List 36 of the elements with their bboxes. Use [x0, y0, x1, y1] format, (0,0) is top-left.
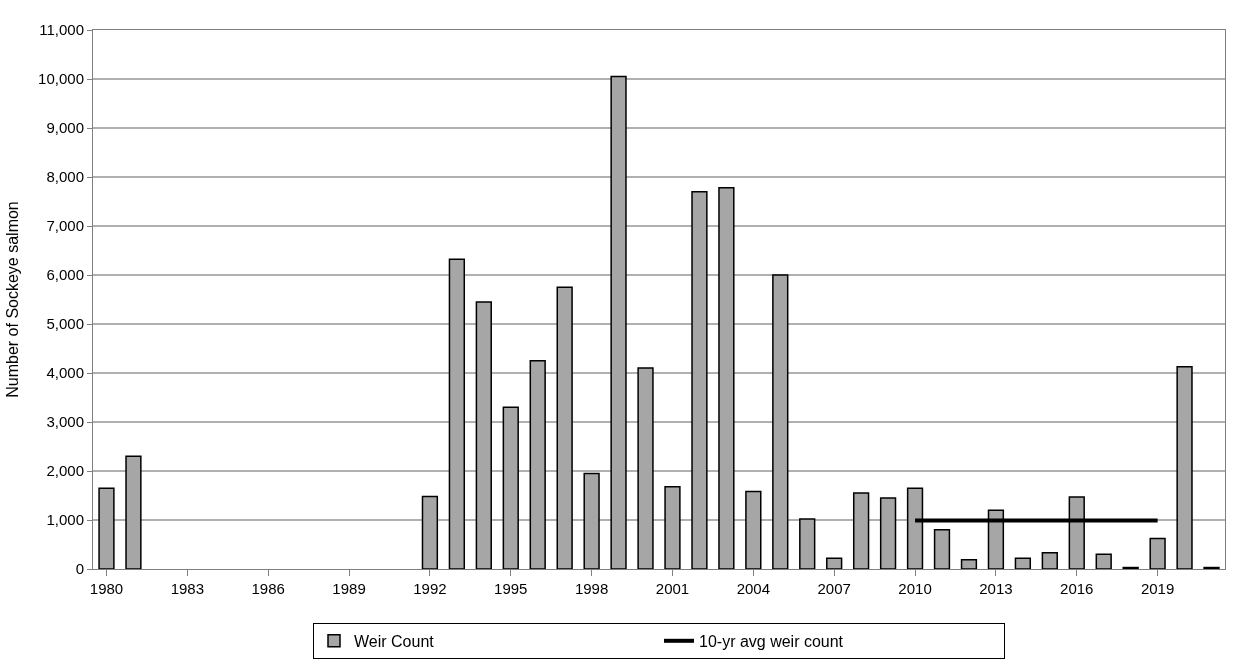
x-tick-label: 2004	[736, 580, 771, 597]
y-tick-label: 4,000	[46, 364, 84, 382]
y-tick-label: 8,000	[46, 168, 84, 186]
bar	[960, 558, 978, 569]
legend-label: Weir Count	[354, 633, 435, 651]
y-tick-label: 0	[75, 560, 84, 578]
x-tick-label: 2007	[817, 580, 851, 597]
bar	[933, 529, 951, 569]
x-tick-label: 2019	[1140, 580, 1175, 597]
y-tick-label: 3,000	[46, 413, 84, 431]
y-tick-label: 1,000	[46, 511, 84, 529]
x-tick-label: 1983	[170, 580, 205, 597]
bar	[826, 557, 843, 569]
bar	[1041, 552, 1058, 569]
bar	[1149, 537, 1166, 569]
y-tick-label: 9,000	[46, 119, 84, 137]
x-tick-label: 1992	[413, 580, 447, 597]
y-tick-label: 5,000	[46, 315, 84, 333]
x-tick-label: 2016	[1060, 580, 1094, 597]
x-tick-label: 1986	[251, 580, 285, 597]
bar	[1095, 553, 1112, 569]
y-tick-label: 6,000	[46, 266, 84, 284]
y-tick-label: 7,000	[46, 217, 84, 235]
x-tick-label: 1998	[574, 580, 609, 597]
x-tick-label: 2010	[898, 580, 932, 597]
bar	[1014, 557, 1032, 569]
legend-label: 10-yr avg weir count	[699, 633, 844, 651]
y-tick-label: 10,000	[38, 70, 84, 88]
x-tick-label: 1980	[89, 580, 124, 597]
x-tick-label: 1995	[494, 580, 528, 597]
y-axis-title: Number of Sockeye salmon	[4, 201, 22, 398]
x-tick-label: 2001	[655, 580, 690, 597]
y-tick-label: 2,000	[46, 462, 84, 480]
x-tick-label: 2013	[979, 580, 1013, 597]
x-tick-label: 1989	[332, 580, 366, 597]
y-tick-label: 11,000	[39, 21, 84, 39]
